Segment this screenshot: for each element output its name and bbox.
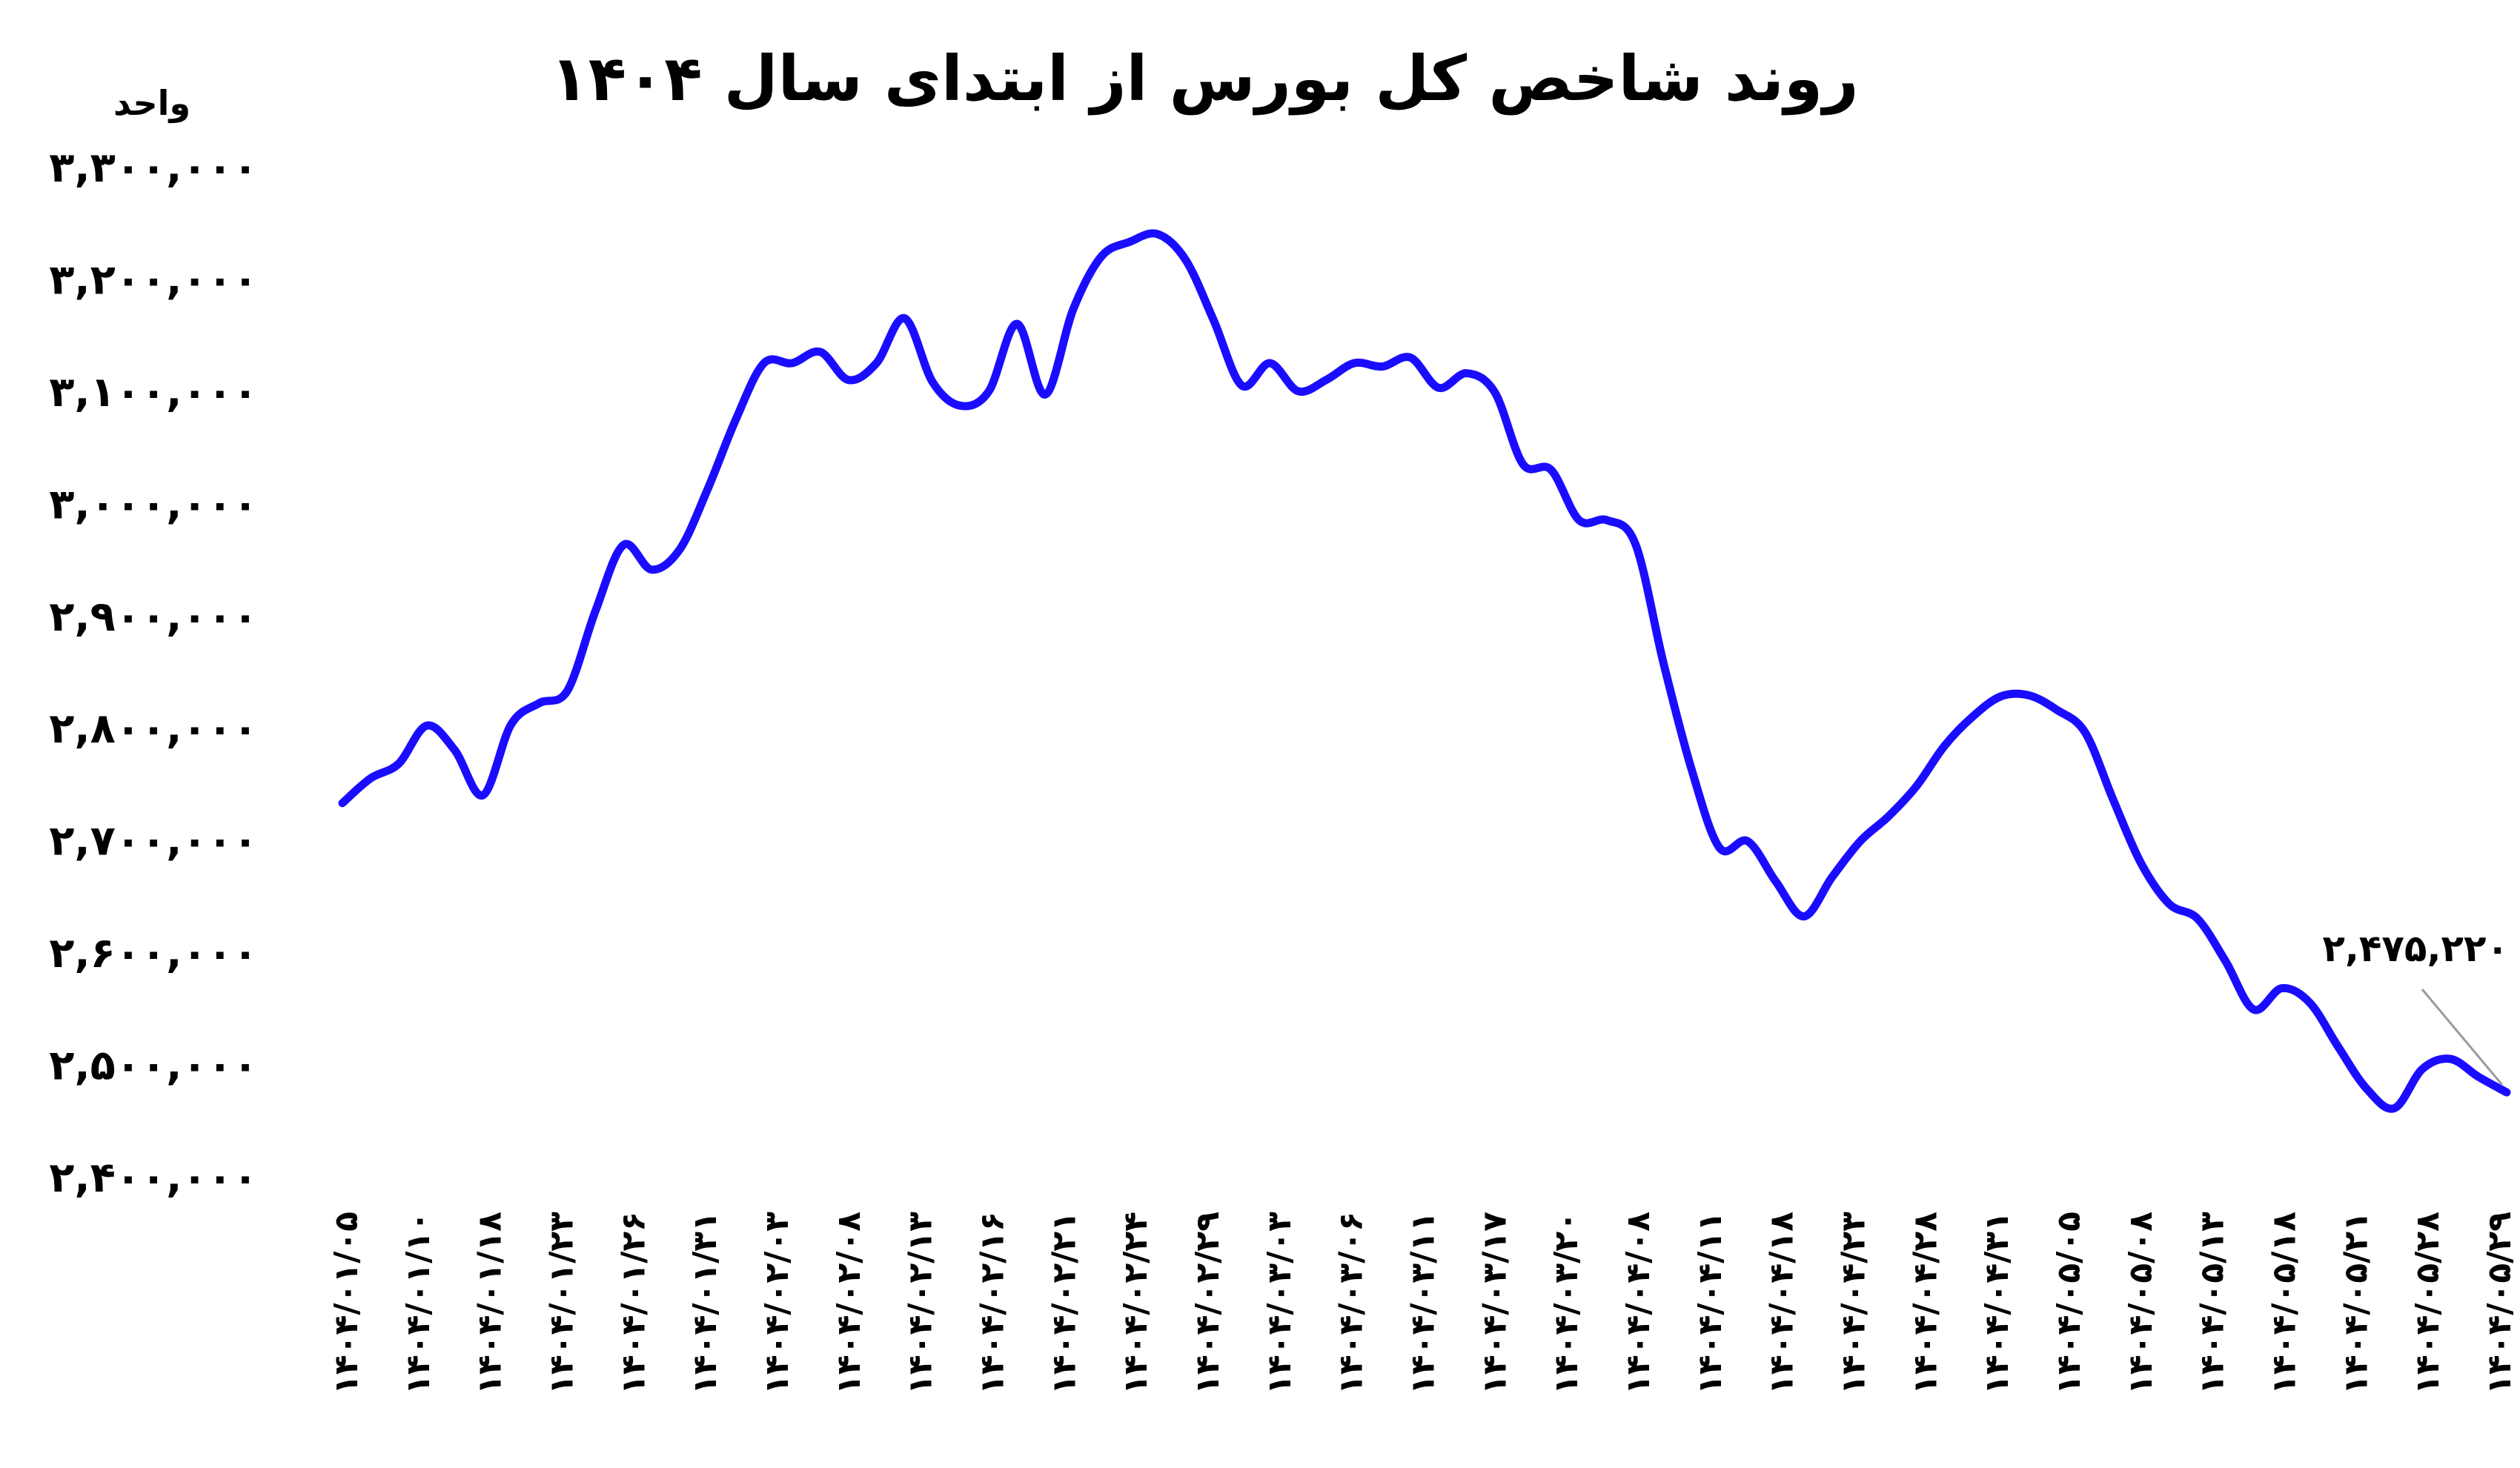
- x-tick-label: ۱۴۰۴/۰۳/۲۰: [1548, 1212, 1585, 1395]
- x-tick-label: ۱۴۰۴/۰۵/۲۱: [2337, 1212, 2375, 1395]
- x-tick-label: ۱۴۰۴/۰۴/۲۳: [1835, 1212, 1873, 1395]
- x-tick-label: ۱۴۰۴/۰۵/۲۹: [2481, 1212, 2519, 1395]
- x-tick-label: ۱۴۰۴/۰۴/۳۱: [1978, 1212, 2016, 1395]
- annotation-layer: ۲,۴۷۵,۲۲۰: [2322, 927, 2509, 1086]
- x-tick-label: ۱۴۰۴/۰۳/۰۶: [1333, 1212, 1370, 1395]
- x-axis-tick-labels: ۱۴۰۴/۰۱/۰۵ ۱۴۰۴/۰۱/۱۰ ۱۴۰۴/۰۱/۱۸ ۱۴۰۴/۰۱/۲۳…: [328, 1212, 2519, 1395]
- x-tick-label: ۱۴۰۴/۰۱/۲۳: [543, 1212, 581, 1395]
- x-tick-label: ۱۴۰۴/۰۵/۱۸: [2266, 1212, 2304, 1395]
- x-tick-label: ۱۴۰۴/۰۵/۰۸: [2122, 1212, 2160, 1395]
- y-tick-label: ۳,۱۰۰,۰۰۰: [49, 368, 258, 416]
- x-tick-label: ۱۴۰۴/۰۵/۱۳: [2194, 1212, 2232, 1395]
- x-tick-label: ۱۴۰۴/۰۳/۱۷: [1476, 1212, 1513, 1395]
- x-tick-label: ۱۴۰۴/۰۴/۲۸: [1906, 1212, 1944, 1395]
- x-tick-label: ۱۴۰۴/۰۵/۲۸: [2409, 1212, 2447, 1395]
- x-tick-label: ۱۴۰۴/۰۲/۰۸: [830, 1212, 868, 1395]
- y-tick-label: ۲,۵۰۰,۰۰۰: [49, 1042, 258, 1090]
- x-tick-label: ۱۴۰۴/۰۱/۲۶: [614, 1212, 652, 1395]
- y-tick-label: ۲,۸۰۰,۰۰۰: [49, 705, 258, 753]
- y-tick-label: ۲,۹۰۰,۰۰۰: [49, 593, 258, 641]
- series-line: [338, 229, 2511, 1113]
- x-tick-label: ۱۴۰۴/۰۳/۰۳: [1261, 1212, 1299, 1395]
- y-tick-label: ۲,۷۰۰,۰۰۰: [49, 817, 258, 866]
- chart-title: روند شاخص کل بورس از ابتدای سال ۱۴۰۴: [550, 42, 1858, 116]
- y-tick-label: ۲,۶۰۰,۰۰۰: [49, 929, 258, 977]
- series-layer: [338, 229, 2511, 1113]
- x-tick-label: ۱۴۰۴/۰۱/۳۱: [686, 1212, 724, 1395]
- y-tick-label: ۳,۲۰۰,۰۰۰: [49, 256, 258, 304]
- x-tick-label: ۱۴۰۴/۰۱/۱۸: [471, 1212, 509, 1395]
- y-axis-tick-labels: ۳,۳۰۰,۰۰۰ ۳,۲۰۰,۰۰۰ ۳,۱۰۰,۰۰۰ ۳,۰۰۰,۰۰۰ ۲,۹۰…: [49, 144, 258, 1202]
- x-tick-label: ۱۴۰۴/۰۲/۲۴: [1117, 1212, 1155, 1395]
- y-tick-label: ۲,۴۰۰,۰۰۰: [49, 1154, 258, 1202]
- x-tick-label: ۱۴۰۴/۰۲/۲۱: [1045, 1212, 1083, 1395]
- y-tick-label: ۳,۰۰۰,۰۰۰: [49, 480, 258, 528]
- x-tick-label: ۱۴۰۴/۰۲/۱۳: [902, 1212, 940, 1395]
- x-tick-label: ۱۴۰۴/۰۱/۰۵: [328, 1212, 365, 1395]
- x-tick-label: ۱۴۰۴/۰۴/۱۸: [1763, 1212, 1801, 1395]
- data-label: ۲,۴۷۵,۲۲۰: [2322, 927, 2509, 970]
- x-tick-label: ۱۴۰۴/۰۳/۱۱: [1405, 1212, 1442, 1395]
- x-tick-label: ۱۴۰۴/۰۴/۱۱: [1691, 1212, 1729, 1395]
- y-tick-label: ۳,۳۰۰,۰۰۰: [49, 144, 258, 192]
- x-tick-label: ۱۴۰۴/۰۴/۰۸: [1619, 1212, 1657, 1395]
- x-tick-label: ۱۴۰۴/۰۲/۲۹: [1189, 1212, 1227, 1395]
- y-axis-unit-label: واحد: [113, 83, 190, 123]
- x-tick-label: ۱۴۰۴/۰۵/۰۵: [2050, 1212, 2088, 1395]
- data-label-leader-line: [2421, 989, 2504, 1086]
- x-tick-label: ۱۴۰۴/۰۱/۱۰: [399, 1212, 437, 1395]
- x-tick-label: ۱۴۰۴/۰۲/۰۳: [758, 1212, 796, 1395]
- x-tick-label: ۱۴۰۴/۰۲/۱۶: [974, 1212, 1012, 1395]
